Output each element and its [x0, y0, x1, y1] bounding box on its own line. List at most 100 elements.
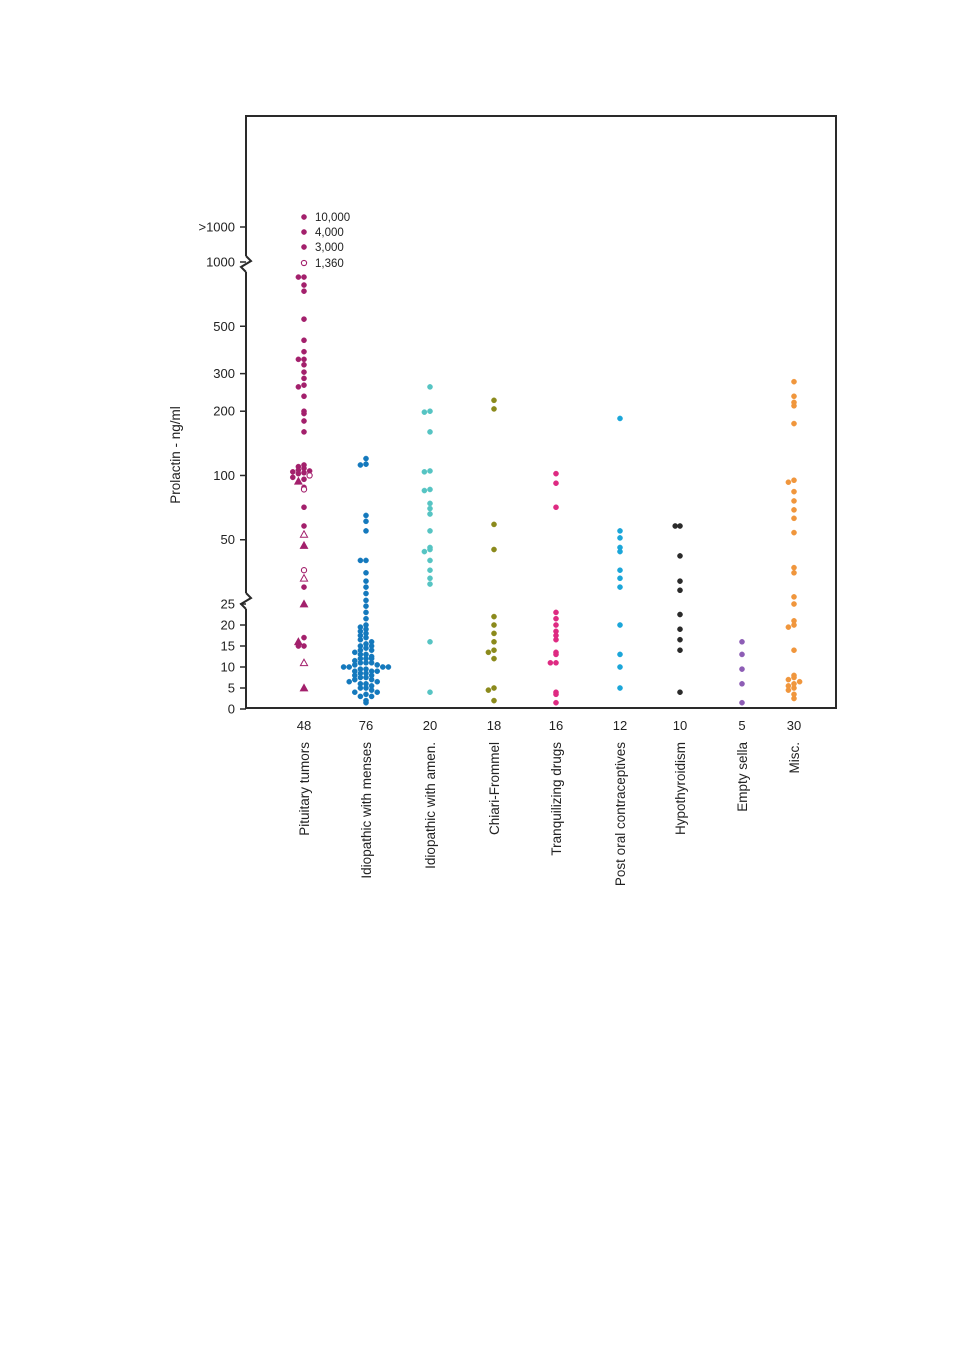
- data-point: [301, 229, 307, 235]
- data-point: [677, 553, 683, 559]
- data-point: [427, 581, 433, 587]
- data-point: [300, 259, 308, 267]
- data-point: [351, 689, 358, 696]
- category-label: Hypothyroidism: [673, 742, 688, 835]
- data-point: [301, 316, 307, 322]
- category-label: Misc.: [787, 742, 802, 774]
- data-point: [617, 548, 623, 555]
- data-point: [791, 647, 797, 654]
- data-point: [791, 529, 797, 536]
- data-point: [791, 477, 797, 484]
- data-point: [739, 681, 745, 687]
- data-point: [351, 676, 358, 683]
- data-point: [785, 479, 792, 486]
- plot-frame: [245, 115, 837, 709]
- value-annotation: 4,000: [315, 227, 344, 239]
- data-point: [363, 578, 369, 584]
- data-point: [374, 689, 381, 696]
- data-point: [368, 660, 375, 666]
- data-point: [363, 685, 369, 691]
- data-point-triangle: [299, 658, 309, 667]
- data-point: [363, 674, 369, 681]
- data-point: [427, 468, 433, 474]
- data-point: [374, 678, 381, 685]
- data-point: [301, 476, 307, 483]
- data-point: [791, 594, 797, 600]
- y-axis-label: Prolactin - ng/ml: [168, 406, 183, 504]
- data-point: [340, 664, 347, 670]
- data-point: [363, 597, 369, 604]
- data-point: [289, 469, 296, 475]
- data-point: [295, 643, 302, 649]
- data-point: [357, 685, 364, 691]
- group-count-label: 12: [613, 718, 627, 733]
- data-point: [301, 429, 307, 435]
- y-tick-label: >1000: [198, 220, 235, 235]
- data-point: [427, 557, 433, 564]
- category-label: Pituitary tumors: [297, 742, 312, 836]
- data-point: [289, 474, 296, 481]
- data-point: [677, 647, 683, 654]
- data-point: [739, 651, 745, 658]
- data-point: [357, 557, 364, 564]
- y-tick-label: 25: [221, 597, 235, 612]
- data-point: [617, 664, 623, 670]
- data-point: [677, 611, 683, 618]
- data-point: [617, 567, 623, 573]
- data-point: [427, 546, 433, 553]
- y-tick-label: 1000: [206, 255, 235, 270]
- data-point: [301, 369, 307, 375]
- data-point: [785, 624, 792, 630]
- data-point: [553, 691, 559, 698]
- data-point: [295, 356, 302, 363]
- data-point: [485, 649, 492, 656]
- y-tick-label: 15: [221, 639, 235, 654]
- data-point: [363, 645, 369, 651]
- value-annotation: 10,000: [315, 212, 350, 224]
- data-point: [791, 378, 797, 385]
- data-point: [427, 408, 433, 415]
- y-tick-label: 0: [228, 702, 235, 717]
- data-point: [427, 689, 433, 696]
- data-point: [547, 660, 554, 666]
- data-point: [791, 695, 797, 702]
- data-point: [363, 557, 369, 564]
- data-point: [368, 693, 375, 700]
- data-point: [301, 469, 307, 476]
- data-point: [301, 337, 307, 344]
- data-point: [677, 636, 683, 643]
- data-point: [672, 523, 679, 529]
- data-point: [363, 660, 369, 666]
- data-point: [363, 461, 369, 467]
- data-point: [368, 687, 375, 693]
- value-annotation: 3,000: [315, 242, 344, 254]
- category-label: Post oral contraceptives: [613, 742, 628, 886]
- data-point: [617, 535, 623, 541]
- data-point: [301, 418, 307, 424]
- data-point: [363, 615, 369, 622]
- data-point: [491, 639, 497, 645]
- data-point: [363, 528, 369, 534]
- data-point: [785, 676, 792, 683]
- data-point: [617, 622, 623, 628]
- y-tick-label: 20: [221, 618, 235, 633]
- data-point: [357, 636, 364, 643]
- data-point: [363, 590, 369, 597]
- y-tick-label: 100: [213, 468, 235, 483]
- data-point: [791, 601, 797, 607]
- data-point: [374, 662, 381, 668]
- data-point: [491, 521, 497, 528]
- data-point: [357, 462, 364, 468]
- data-point: [421, 409, 428, 415]
- axis-break-upper: [239, 255, 253, 273]
- group-count-label: 20: [423, 718, 437, 733]
- data-point: [301, 584, 307, 590]
- data-point: [617, 685, 623, 691]
- data-point: [301, 361, 307, 368]
- category-label: Idiopathic with amen.: [423, 742, 438, 869]
- group-count-label: 10: [673, 718, 687, 733]
- group-count-label: 16: [549, 718, 563, 733]
- data-point: [346, 664, 353, 670]
- data-point: [617, 575, 623, 582]
- category-label: Idiopathic with menses: [359, 742, 374, 879]
